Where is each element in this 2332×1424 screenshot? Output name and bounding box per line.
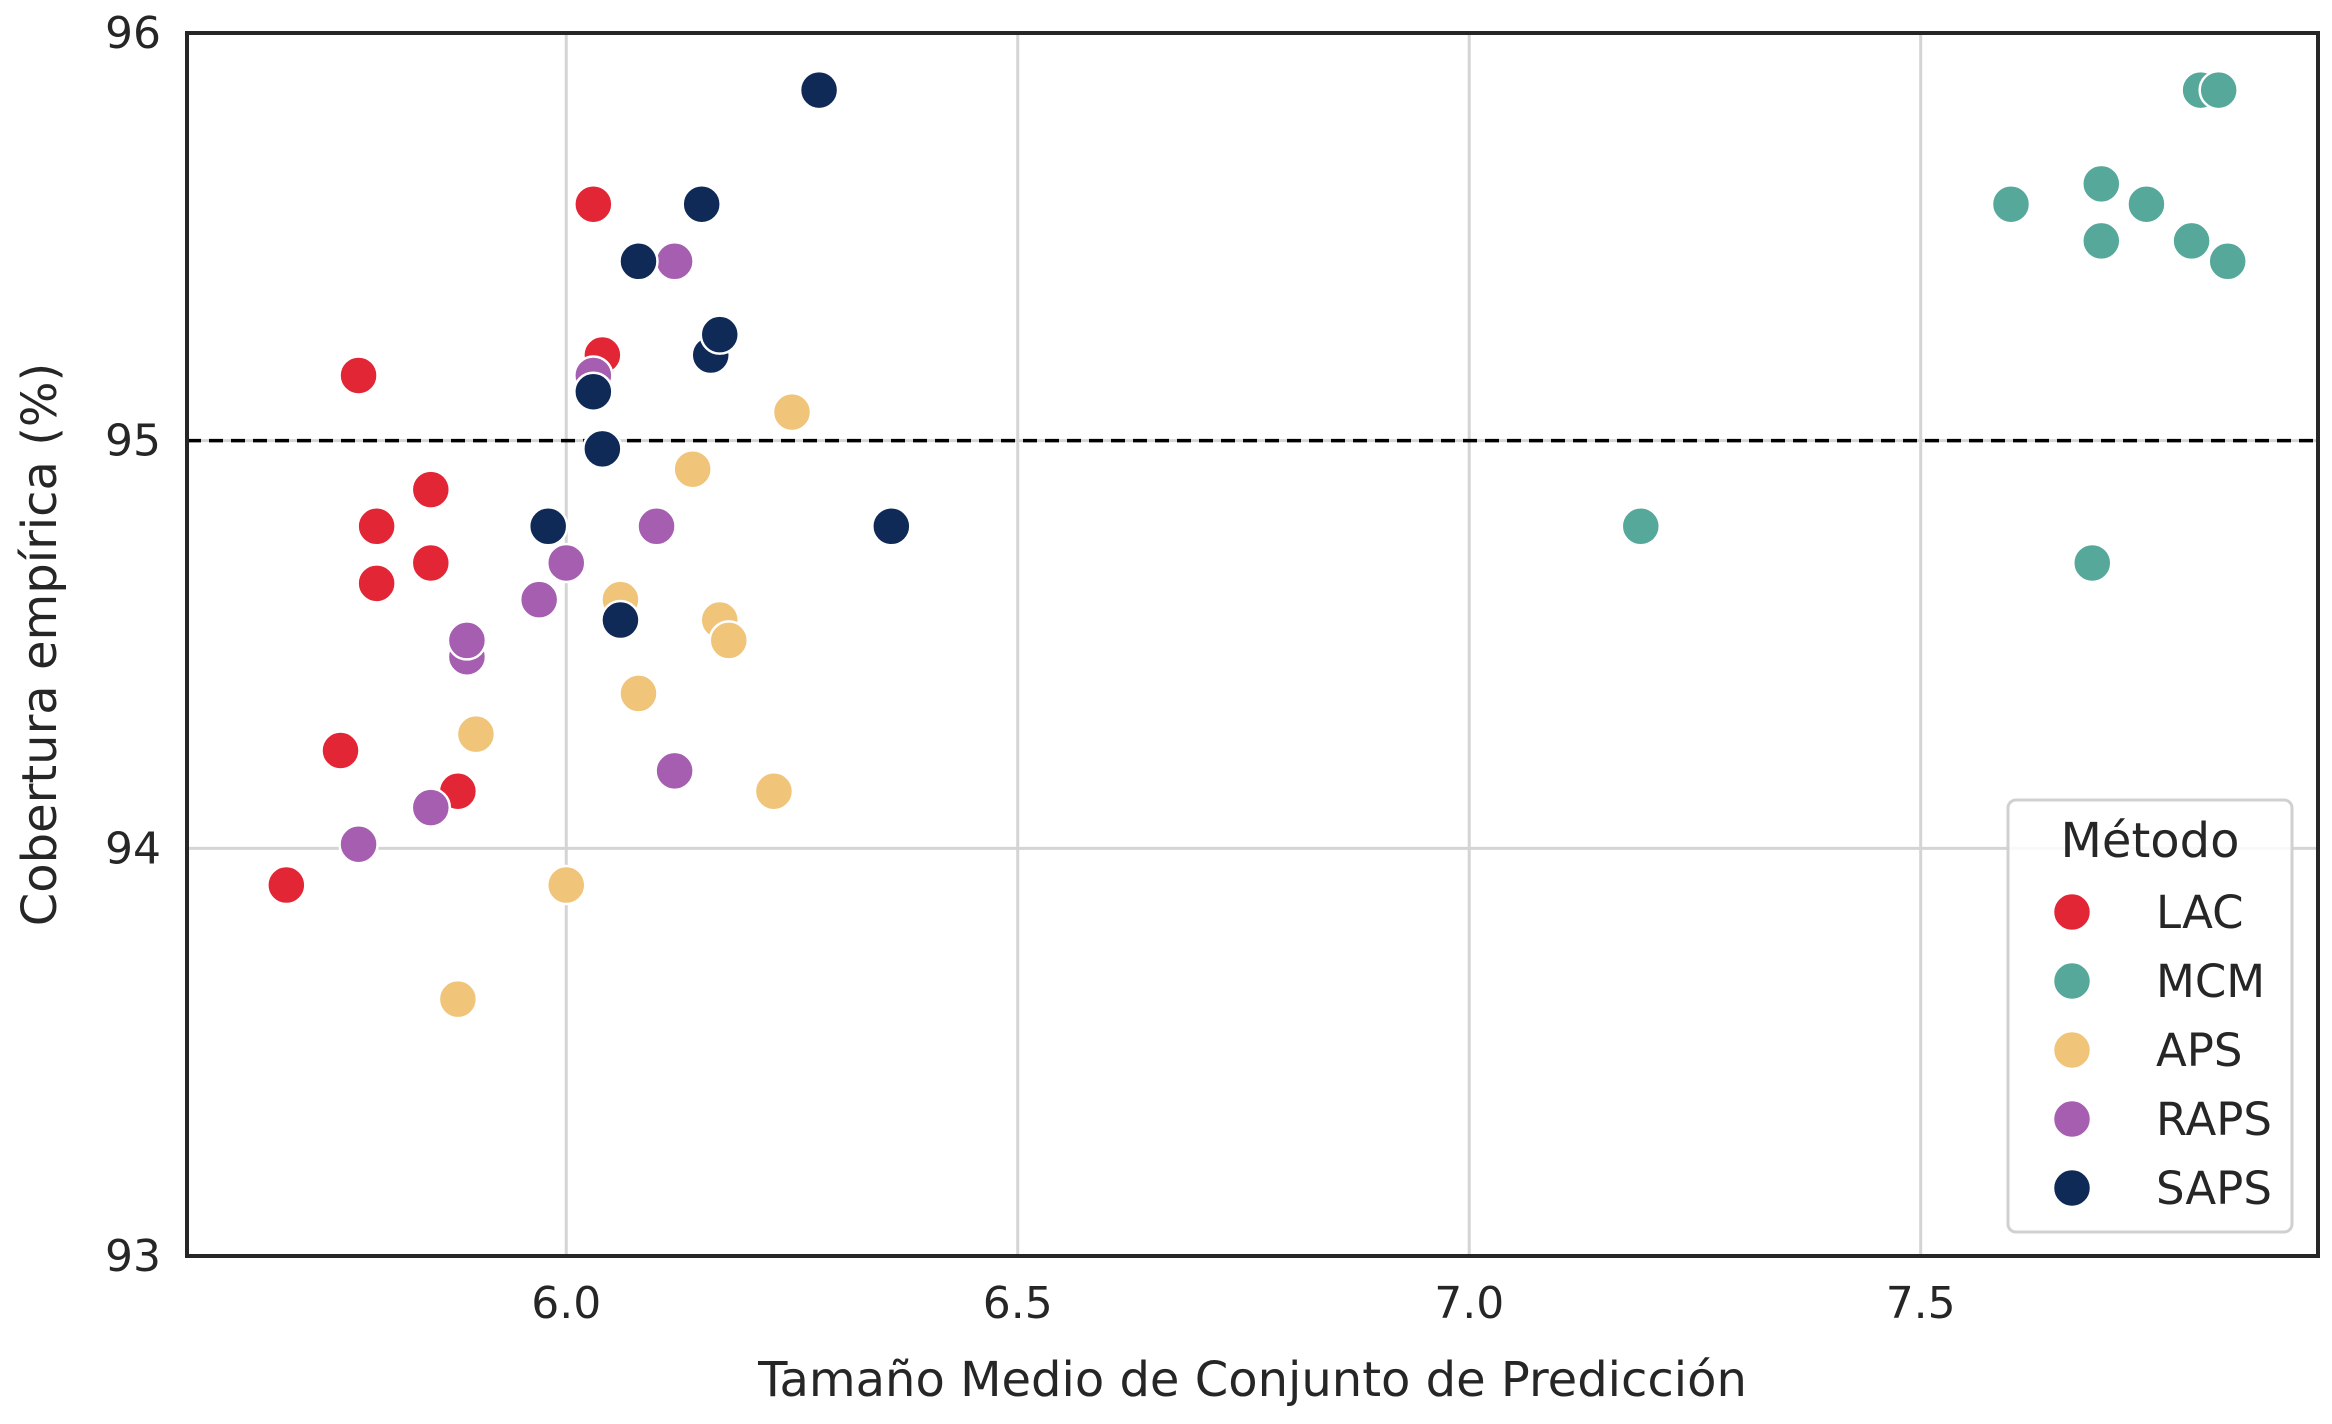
y-tick-label: 95 <box>105 416 161 467</box>
point-mcm <box>2171 220 2212 262</box>
series-saps <box>527 69 912 641</box>
legend-item-saps: SAPS <box>2051 1162 2272 1215</box>
point-mcm <box>2126 183 2167 225</box>
legend-item-raps: RAPS <box>2051 1093 2272 1146</box>
y-tick-label: 93 <box>105 1231 161 1282</box>
point-aps <box>672 448 713 490</box>
point-aps <box>708 620 750 661</box>
point-mcm <box>1620 506 1662 547</box>
legend-label: APS <box>2156 1024 2242 1077</box>
point-raps <box>410 787 452 828</box>
y-axis-title: Cobertura empírica (%) <box>12 363 68 927</box>
point-mcm <box>2207 241 2248 282</box>
x-tick-label: 6.0 <box>531 1278 601 1329</box>
point-raps <box>338 824 379 865</box>
point-raps <box>518 579 560 620</box>
point-raps <box>446 620 488 661</box>
legend-label: MCM <box>2156 955 2265 1008</box>
x-axis-title: Tamaño Medio de Conjunto de Predicción <box>757 1352 1747 1408</box>
point-aps <box>437 978 479 1020</box>
point-lac <box>410 469 452 510</box>
point-lac <box>410 542 452 584</box>
point-mcm <box>1990 183 2032 225</box>
point-mcm <box>2081 220 2122 262</box>
legend: Método LAC MCM APS RAPS SAPS <box>2006 798 2294 1234</box>
point-saps <box>527 506 569 547</box>
point-saps <box>573 371 614 412</box>
legend-marker <box>2051 1029 2093 1071</box>
point-mcm <box>2072 542 2113 584</box>
point-raps <box>654 241 695 282</box>
point-lac <box>356 506 397 547</box>
point-saps <box>798 69 840 111</box>
legend-items: LAC MCM APS RAPS SAPS <box>2051 886 2272 1215</box>
point-aps <box>618 673 659 714</box>
legend-marker <box>2051 1098 2093 1140</box>
point-aps <box>455 713 497 755</box>
point-saps <box>600 599 641 641</box>
y-tick-label: 94 <box>105 823 161 874</box>
y-tick-label: 96 <box>105 8 161 59</box>
point-saps <box>681 183 722 225</box>
legend-item-aps: APS <box>2051 1024 2242 1077</box>
x-tick-labels: 6.0 6.5 7.0 7.5 <box>531 1278 1955 1329</box>
x-tick-label: 7.5 <box>1886 1278 1956 1329</box>
legend-marker <box>2051 1167 2093 1209</box>
point-lac <box>356 563 397 604</box>
legend-label: SAPS <box>2156 1162 2272 1215</box>
point-aps <box>771 391 813 433</box>
point-saps <box>582 428 623 470</box>
data-points <box>266 69 2248 1020</box>
point-raps <box>636 506 677 547</box>
legend-marker <box>2051 960 2093 1002</box>
point-saps <box>871 506 912 547</box>
plot-frame <box>185 31 2320 1258</box>
x-tick-label: 7.0 <box>1434 1278 1504 1329</box>
legend-marker <box>2051 891 2093 933</box>
point-lac <box>266 864 307 906</box>
point-mcm <box>2081 163 2122 205</box>
point-lac <box>320 730 361 771</box>
point-mcm <box>2198 69 2239 111</box>
legend-item-lac: LAC <box>2051 886 2244 939</box>
legend-label: LAC <box>2156 886 2244 939</box>
point-aps <box>753 771 795 812</box>
point-lac <box>573 183 614 225</box>
point-aps <box>545 864 587 906</box>
legend-title: Método <box>2061 813 2240 869</box>
series-aps <box>437 391 813 1020</box>
point-raps <box>545 542 587 584</box>
point-saps <box>699 314 740 355</box>
legend-label: RAPS <box>2156 1093 2272 1146</box>
x-tick-label: 6.5 <box>983 1278 1053 1329</box>
point-raps <box>654 750 695 792</box>
y-tick-labels: 93 94 95 96 <box>105 8 161 1282</box>
point-lac <box>338 355 379 396</box>
point-saps <box>618 241 659 282</box>
legend-item-mcm: MCM <box>2051 955 2265 1008</box>
series-mcm <box>1620 69 2248 584</box>
series-lac <box>266 183 623 906</box>
